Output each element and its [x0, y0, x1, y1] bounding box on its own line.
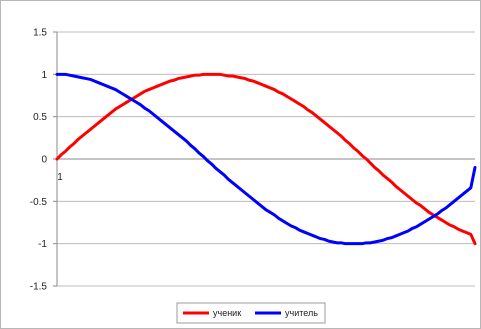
y-tick-label: 1 [41, 70, 47, 81]
series-lines [55, 72, 477, 246]
tick-labels: 1.5 1 0.5 0 -0.5 -1 -1.5 1 [30, 28, 63, 293]
legend-label-uchitel: учитель [285, 308, 318, 318]
y-tick-label: -0.5 [30, 197, 48, 208]
legend-box [176, 302, 326, 324]
series-line-uchitel [55, 72, 477, 246]
series-line-uchenik [55, 72, 477, 246]
y-tick-label: -1 [38, 239, 47, 250]
gridlines [57, 31, 475, 287]
y-tick-label: 1.5 [33, 28, 47, 39]
y-tick-label: -1.5 [30, 282, 48, 293]
y-tick-label: 0 [41, 155, 47, 166]
legend-label-uchenik: ученик [213, 308, 241, 318]
x-tick-label: 1 [57, 172, 63, 183]
legend: ученик учитель [176, 302, 326, 324]
y-tick-label: 0.5 [33, 112, 47, 123]
